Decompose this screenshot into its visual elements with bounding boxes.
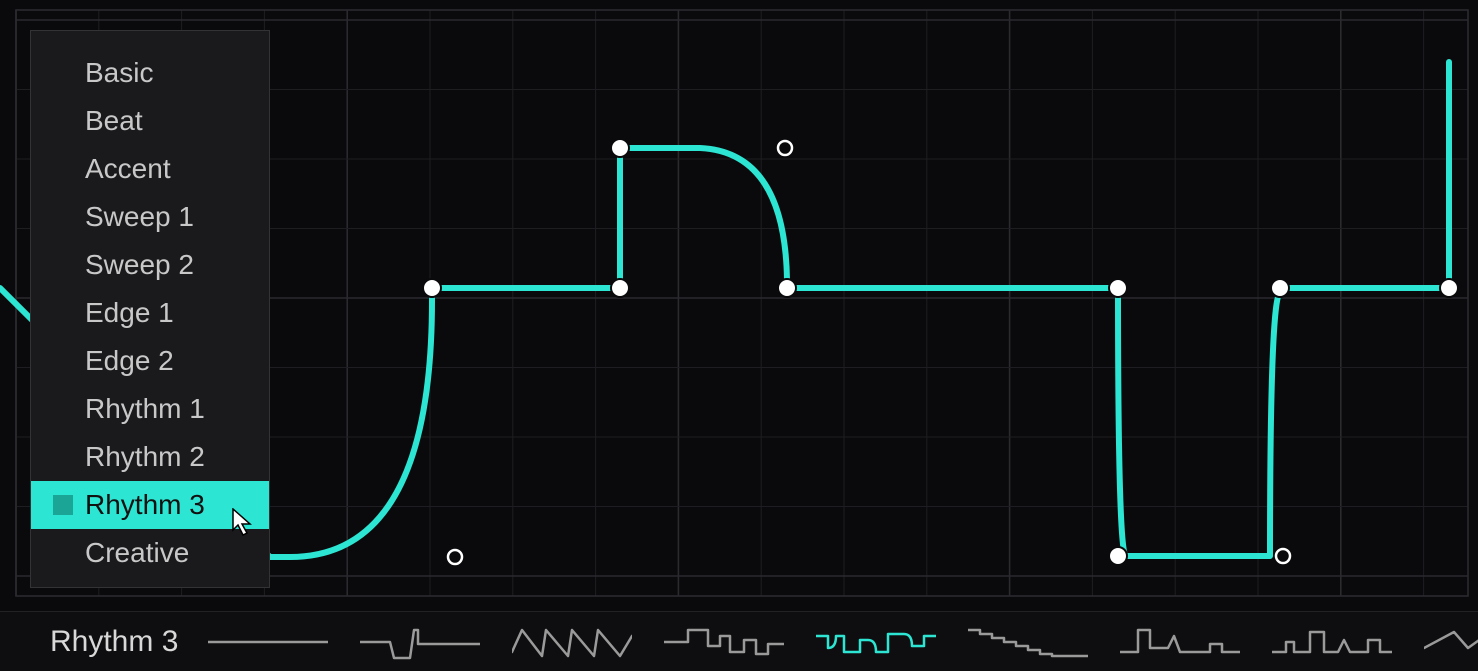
preset-menu-item[interactable]: Rhythm 2 [31,433,269,481]
envelope-node[interactable] [1271,279,1289,297]
shape-thumb-notch1[interactable] [348,621,492,663]
envelope-node[interactable] [1109,547,1127,565]
preset-menu-item[interactable]: Sweep 2 [31,241,269,289]
envelope-node[interactable] [1109,279,1127,297]
preset-menu-item[interactable]: Creative [31,529,269,577]
preset-menu-item-label: Sweep 2 [85,249,194,281]
shape-thumb-stairs[interactable] [956,621,1100,663]
envelope-node[interactable] [1440,279,1458,297]
preset-menu-item[interactable]: Sweep 1 [31,193,269,241]
preset-menu-item-label: Sweep 1 [85,201,194,233]
preset-menu-item-label: Creative [85,537,189,569]
preset-menu: Basic Beat Accent Sweep 1 Sweep 2 Edge 1 Edge … [30,30,270,588]
preset-menu-item[interactable]: Rhythm 1 [31,385,269,433]
preset-menu-item[interactable]: Edge 1 [31,289,269,337]
preset-menu-item-label: Edge 2 [85,345,174,377]
shape-thumb-flat[interactable] [196,621,340,663]
preset-menu-item-label: Rhythm 3 [85,489,205,521]
preset-menu-item-label: Accent [85,153,171,185]
preset-menu-item[interactable]: Accent [31,145,269,193]
current-preset-label: Rhythm 3 [50,625,178,659]
preset-menu-item-label: Basic [85,57,153,89]
preset-menu-item[interactable]: Basic [31,49,269,97]
preset-menu-item[interactable]: Rhythm 3 [31,481,269,529]
preset-menu-item[interactable]: Beat [31,97,269,145]
envelope-node[interactable] [611,279,629,297]
shape-thumbnails [196,621,1478,663]
preset-menu-item[interactable]: Edge 2 [31,337,269,385]
shape-thumb-mix2[interactable] [804,621,948,663]
shape-thumb-saw4[interactable] [500,621,644,663]
preset-swatch-icon [53,495,73,515]
shape-thumb-sky2[interactable] [1260,621,1404,663]
envelope-node[interactable] [611,139,629,157]
shape-thumb-sky1[interactable] [1108,621,1252,663]
preset-menu-item-label: Rhythm 1 [85,393,205,425]
shape-thumb-mix1[interactable] [652,621,796,663]
shape-thumb-peaks[interactable] [1412,621,1478,663]
preset-menu-item-label: Rhythm 2 [85,441,205,473]
preset-menu-item-label: Beat [85,105,143,137]
bottom-bar: Rhythm 3 [0,611,1478,671]
envelope-node[interactable] [423,279,441,297]
envelope-node[interactable] [778,279,796,297]
preset-menu-item-label: Edge 1 [85,297,174,329]
